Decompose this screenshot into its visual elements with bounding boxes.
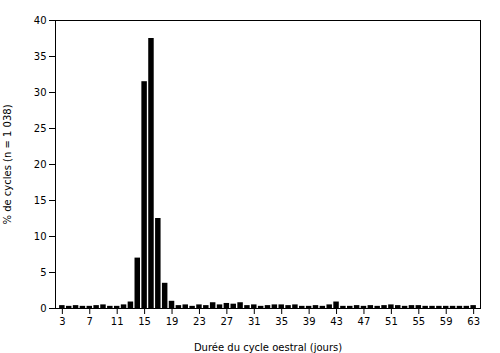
svg-text:19: 19	[166, 316, 179, 327]
svg-text:10: 10	[34, 231, 47, 242]
svg-text:0: 0	[40, 303, 46, 314]
svg-text:31: 31	[248, 316, 261, 327]
svg-text:15: 15	[138, 316, 151, 327]
svg-text:% de cycles (n = 1 038): % de cycles (n = 1 038)	[2, 104, 13, 224]
svg-text:35: 35	[275, 316, 288, 327]
svg-text:Durée du cycle oestral (jours): Durée du cycle oestral (jours)	[194, 342, 342, 353]
svg-text:3: 3	[59, 316, 65, 327]
svg-text:27: 27	[221, 316, 234, 327]
svg-text:25: 25	[34, 123, 47, 134]
svg-text:39: 39	[303, 316, 316, 327]
svg-text:63: 63	[467, 316, 480, 327]
svg-text:15: 15	[34, 195, 47, 206]
svg-text:7: 7	[87, 316, 93, 327]
svg-text:51: 51	[385, 316, 398, 327]
svg-text:35: 35	[34, 51, 47, 62]
svg-text:55: 55	[412, 316, 425, 327]
svg-text:40: 40	[34, 15, 47, 26]
svg-text:20: 20	[34, 159, 47, 170]
svg-text:47: 47	[358, 316, 371, 327]
svg-text:23: 23	[193, 316, 206, 327]
svg-text:11: 11	[111, 316, 124, 327]
svg-text:59: 59	[440, 316, 453, 327]
svg-text:30: 30	[34, 87, 47, 98]
svg-text:43: 43	[330, 316, 343, 327]
svg-text:5: 5	[40, 267, 46, 278]
